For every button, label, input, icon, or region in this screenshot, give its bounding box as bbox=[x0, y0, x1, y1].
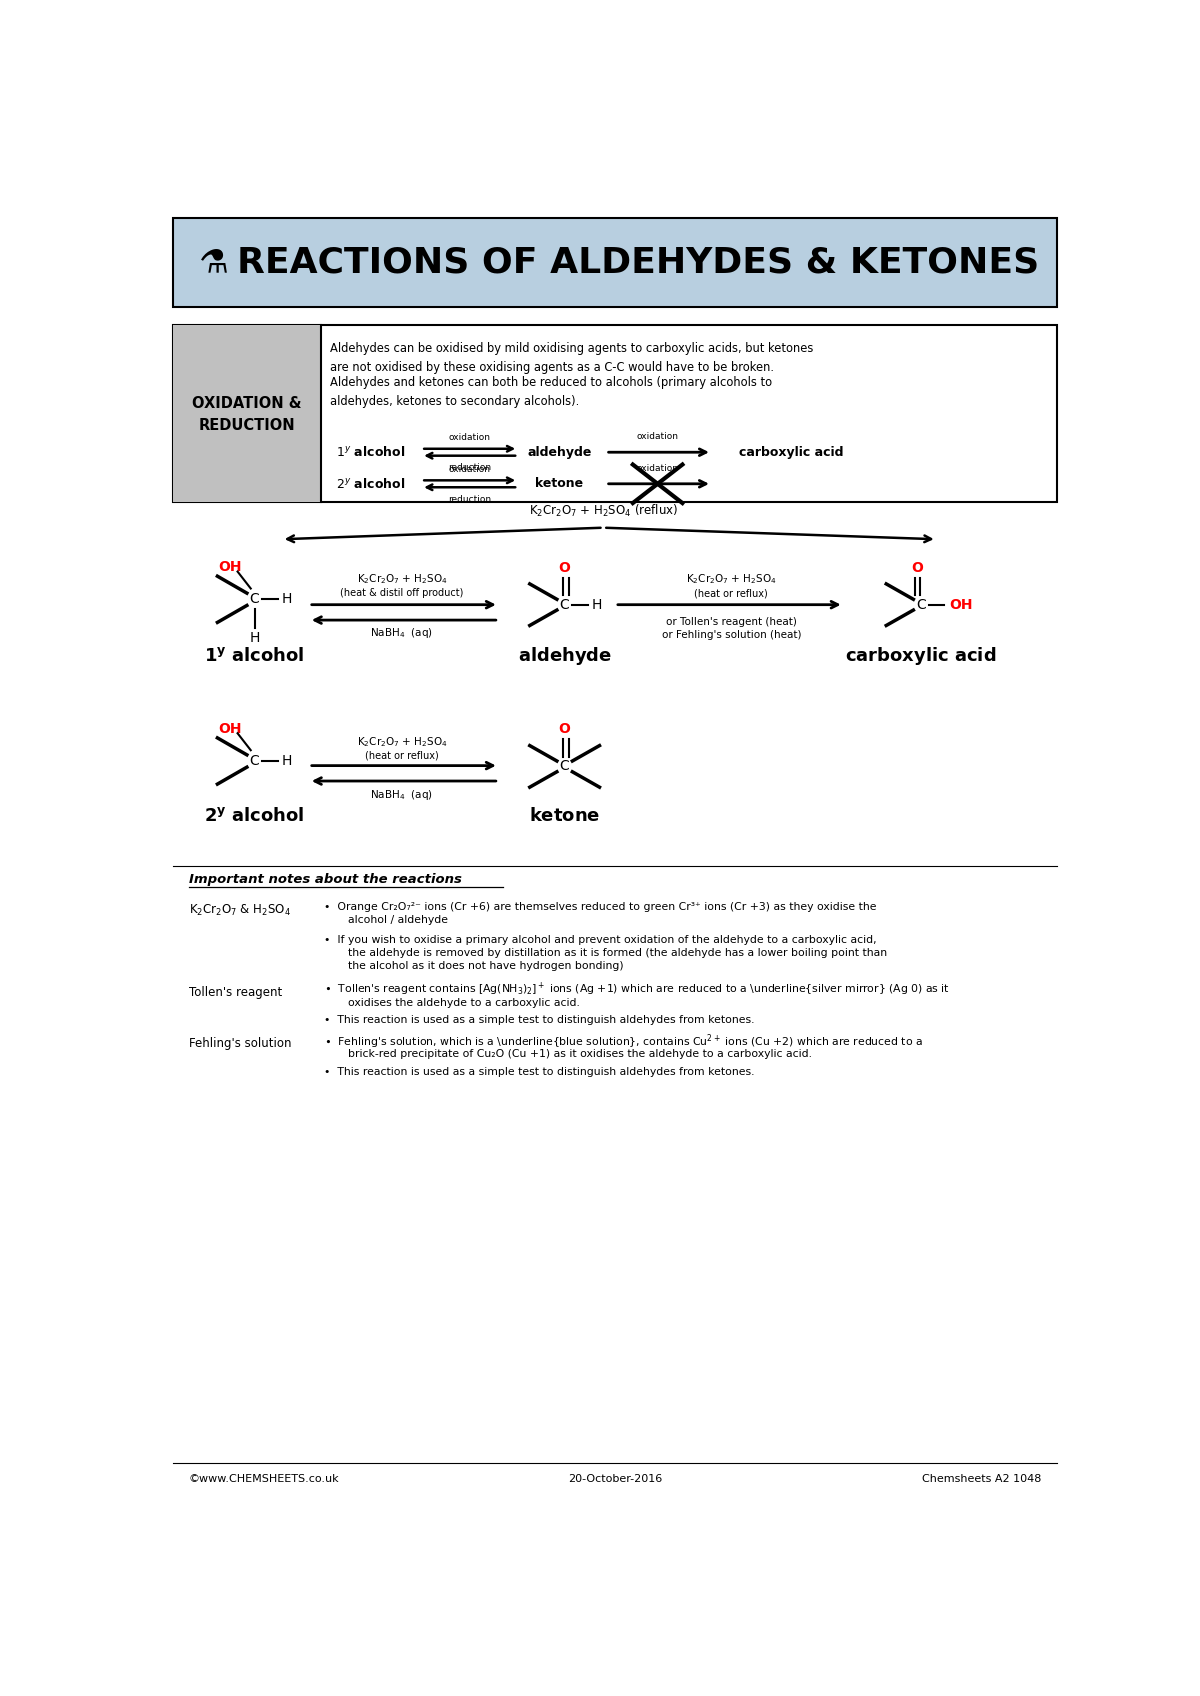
Text: K$_2$Cr$_2$O$_7$ + H$_2$SO$_4$: K$_2$Cr$_2$O$_7$ + H$_2$SO$_4$ bbox=[356, 572, 448, 587]
Text: oxidation: oxidation bbox=[637, 432, 679, 441]
Text: REACTIONS OF ALDEHYDES & KETONES: REACTIONS OF ALDEHYDES & KETONES bbox=[238, 246, 1039, 280]
Text: H: H bbox=[282, 755, 293, 768]
Text: oxidation: oxidation bbox=[449, 465, 491, 473]
Text: $1^y$ alcohol: $1^y$ alcohol bbox=[336, 446, 406, 460]
Text: the aldehyde is removed by distillation as it is formed (the aldehyde has a lowe: the aldehyde is removed by distillation … bbox=[348, 948, 887, 958]
Bar bbox=[173, 326, 1057, 502]
Text: •  If you wish to oxidise a primary alcohol and prevent oxidation of the aldehyd: • If you wish to oxidise a primary alcoh… bbox=[324, 934, 877, 945]
Text: O: O bbox=[559, 561, 570, 575]
Text: (heat or reflux): (heat or reflux) bbox=[695, 589, 768, 599]
Text: carboxylic acid: carboxylic acid bbox=[739, 446, 844, 458]
Text: OH: OH bbox=[218, 560, 241, 573]
Text: C: C bbox=[250, 592, 259, 605]
Text: oxidation: oxidation bbox=[637, 465, 679, 473]
Text: H: H bbox=[592, 597, 602, 612]
Text: O: O bbox=[559, 722, 570, 736]
Text: Tollen's reagent: Tollen's reagent bbox=[188, 985, 282, 999]
Text: oxidation: oxidation bbox=[449, 432, 491, 443]
Text: K$_2$Cr$_2$O$_7$ & H$_2$SO$_4$: K$_2$Cr$_2$O$_7$ & H$_2$SO$_4$ bbox=[188, 902, 290, 918]
Text: C: C bbox=[559, 597, 570, 612]
Text: Chemsheets A2 1048: Chemsheets A2 1048 bbox=[922, 1474, 1042, 1484]
Text: NaBH$_4$  (aq): NaBH$_4$ (aq) bbox=[371, 626, 433, 639]
Text: $\bullet$  Tollen's reagent contains [Ag(NH$_3$)$_2$]$^+$ ions (Ag +1) which are: $\bullet$ Tollen's reagent contains [Ag(… bbox=[324, 980, 950, 999]
Text: K$_2$Cr$_2$O$_7$ + H$_2$SO$_4$: K$_2$Cr$_2$O$_7$ + H$_2$SO$_4$ bbox=[686, 572, 776, 587]
Text: •  Orange Cr₂O₇²⁻ ions (Cr +6) are themselves reduced to green Cr³⁺ ions (Cr +3): • Orange Cr₂O₇²⁻ ions (Cr +6) are themse… bbox=[324, 902, 877, 912]
Text: Aldehydes and ketones can both be reduced to alcohols (primary alcohols to
aldeh: Aldehydes and ketones can both be reduce… bbox=[330, 377, 772, 407]
Text: •  This reaction is used as a simple test to distinguish aldehydes from ketones.: • This reaction is used as a simple test… bbox=[324, 1067, 755, 1077]
Text: H: H bbox=[282, 592, 293, 605]
Text: K$_2$Cr$_2$O$_7$ + H$_2$SO$_4$ (reflux): K$_2$Cr$_2$O$_7$ + H$_2$SO$_4$ (reflux) bbox=[529, 502, 678, 519]
Text: $\mathbf{1^y}$ $\mathbf{alcohol}$: $\mathbf{1^y}$ $\mathbf{alcohol}$ bbox=[204, 648, 305, 665]
Text: ⚗: ⚗ bbox=[199, 246, 228, 280]
Text: $2^y$ alcohol: $2^y$ alcohol bbox=[336, 477, 406, 490]
Bar bbox=[173, 326, 320, 502]
Text: •  This reaction is used as a simple test to distinguish aldehydes from ketones.: • This reaction is used as a simple test… bbox=[324, 1016, 755, 1026]
Text: reduction: reduction bbox=[448, 463, 491, 471]
Text: oxidises the aldehyde to a carboxylic acid.: oxidises the aldehyde to a carboxylic ac… bbox=[348, 997, 580, 1007]
Text: reduction: reduction bbox=[448, 495, 491, 504]
Bar bbox=[173, 219, 1057, 307]
Text: K$_2$Cr$_2$O$_7$ + H$_2$SO$_4$: K$_2$Cr$_2$O$_7$ + H$_2$SO$_4$ bbox=[356, 734, 448, 748]
Text: Aldehydes can be oxidised by mild oxidising agents to carboxylic acids, but keto: Aldehydes can be oxidised by mild oxidis… bbox=[330, 343, 814, 373]
Text: Fehling's solution: Fehling's solution bbox=[188, 1036, 292, 1050]
Text: OH: OH bbox=[218, 722, 241, 736]
Text: C: C bbox=[559, 760, 570, 773]
Text: Important notes about the reactions: Important notes about the reactions bbox=[188, 873, 462, 885]
Text: alcohol / aldehyde: alcohol / aldehyde bbox=[348, 916, 448, 926]
Text: $\bullet$  Fehling's solution, which is a \underline{blue solution}, contains Cu: $\bullet$ Fehling's solution, which is a… bbox=[324, 1031, 923, 1050]
Text: the alcohol as it does not have hydrogen bonding): the alcohol as it does not have hydrogen… bbox=[348, 962, 623, 970]
Text: C: C bbox=[250, 755, 259, 768]
Text: ketone: ketone bbox=[535, 477, 583, 490]
Bar bbox=[173, 219, 1057, 307]
Text: (heat or reflux): (heat or reflux) bbox=[365, 751, 439, 760]
Text: H: H bbox=[250, 631, 260, 644]
Text: $\mathbf{carboxylic\ acid}$: $\mathbf{carboxylic\ acid}$ bbox=[846, 644, 997, 667]
Text: or Tollen's reagent (heat): or Tollen's reagent (heat) bbox=[666, 617, 797, 628]
Text: OXIDATION &
REDUCTION: OXIDATION & REDUCTION bbox=[192, 397, 301, 432]
Text: C: C bbox=[917, 597, 926, 612]
Text: aldehyde: aldehyde bbox=[527, 446, 592, 458]
Text: NaBH$_4$  (aq): NaBH$_4$ (aq) bbox=[371, 789, 433, 802]
Text: $\mathbf{ketone}$: $\mathbf{ketone}$ bbox=[529, 807, 600, 826]
Text: $\mathbf{2^y}$ $\mathbf{alcohol}$: $\mathbf{2^y}$ $\mathbf{alcohol}$ bbox=[204, 807, 305, 826]
Text: O: O bbox=[911, 561, 923, 575]
Text: OH: OH bbox=[949, 597, 973, 612]
Text: or Fehling's solution (heat): or Fehling's solution (heat) bbox=[661, 631, 802, 641]
Text: (heat & distil off product): (heat & distil off product) bbox=[340, 589, 463, 599]
Text: 20-October-2016: 20-October-2016 bbox=[568, 1474, 662, 1484]
Text: ©www.CHEMSHEETS.co.uk: ©www.CHEMSHEETS.co.uk bbox=[188, 1474, 340, 1484]
Text: brick-red precipitate of Cu₂O (Cu +1) as it oxidises the aldehyde to a carboxyli: brick-red precipitate of Cu₂O (Cu +1) as… bbox=[348, 1050, 811, 1060]
Text: $\mathbf{aldehyde}$: $\mathbf{aldehyde}$ bbox=[517, 644, 612, 667]
